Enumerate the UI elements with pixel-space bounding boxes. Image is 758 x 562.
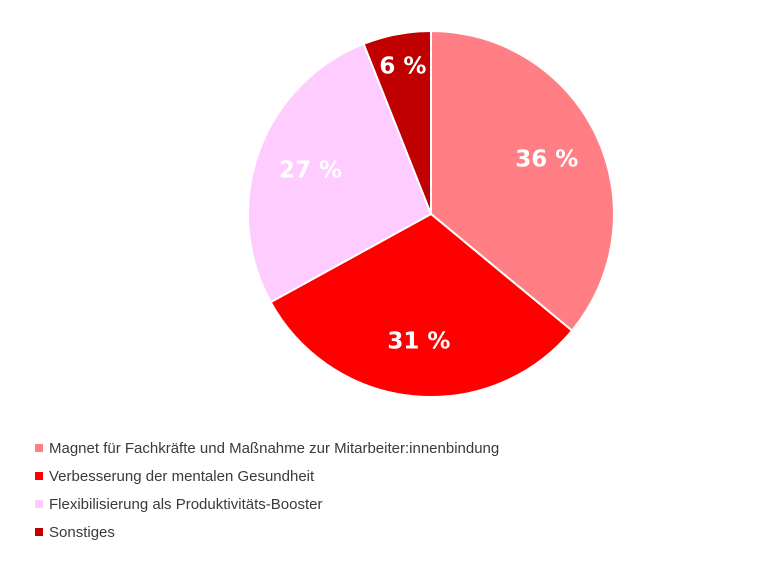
data-label-fachkraefte: 36 % [515,147,578,173]
legend-swatch-mentale-gesundheit [35,472,43,480]
pie-slice-flexibilisierung [247,42,432,304]
legend-swatch-fachkraefte [35,444,43,452]
data-label-mentale-gesundheit: 31 % [387,328,450,354]
pie-slices [247,30,615,398]
legend-label-fachkraefte: Magnet für Fachkräfte und Maßnahme zur M… [49,439,500,457]
pie-slice-mentale-gesundheit [269,213,574,398]
legend-swatch-flexibilisierung [35,500,43,508]
legend-label-flexibilisierung: Flexibilisierung als Produktivitäts-Boos… [49,495,323,513]
legend-label-mentale-gesundheit: Verbesserung der mentalen Gesundheit [49,467,315,485]
pie-chart: 36 % 31 % 27 % 6 % [247,30,615,398]
legend-item-sonstiges: Sonstiges [35,518,499,546]
pie-value-labels: 36 % 31 % 27 % 6 % [279,54,578,355]
legend-item-fachkraefte: Magnet für Fachkräfte und Maßnahme zur M… [35,434,499,462]
legend-item-mentale-gesundheit: Verbesserung der mentalen Gesundheit [35,462,499,490]
legend-swatch-sonstiges [35,528,43,536]
data-label-flexibilisierung: 27 % [279,158,342,184]
chart-legend: Magnet für Fachkräfte und Maßnahme zur M… [35,434,499,546]
legend-item-flexibilisierung: Flexibilisierung als Produktivitäts-Boos… [35,490,499,518]
legend-label-sonstiges: Sonstiges [49,523,115,541]
pie-slice-fachkraefte [430,30,615,332]
pie-slice-sonstiges [362,30,432,215]
data-label-sonstiges: 6 % [379,54,426,80]
